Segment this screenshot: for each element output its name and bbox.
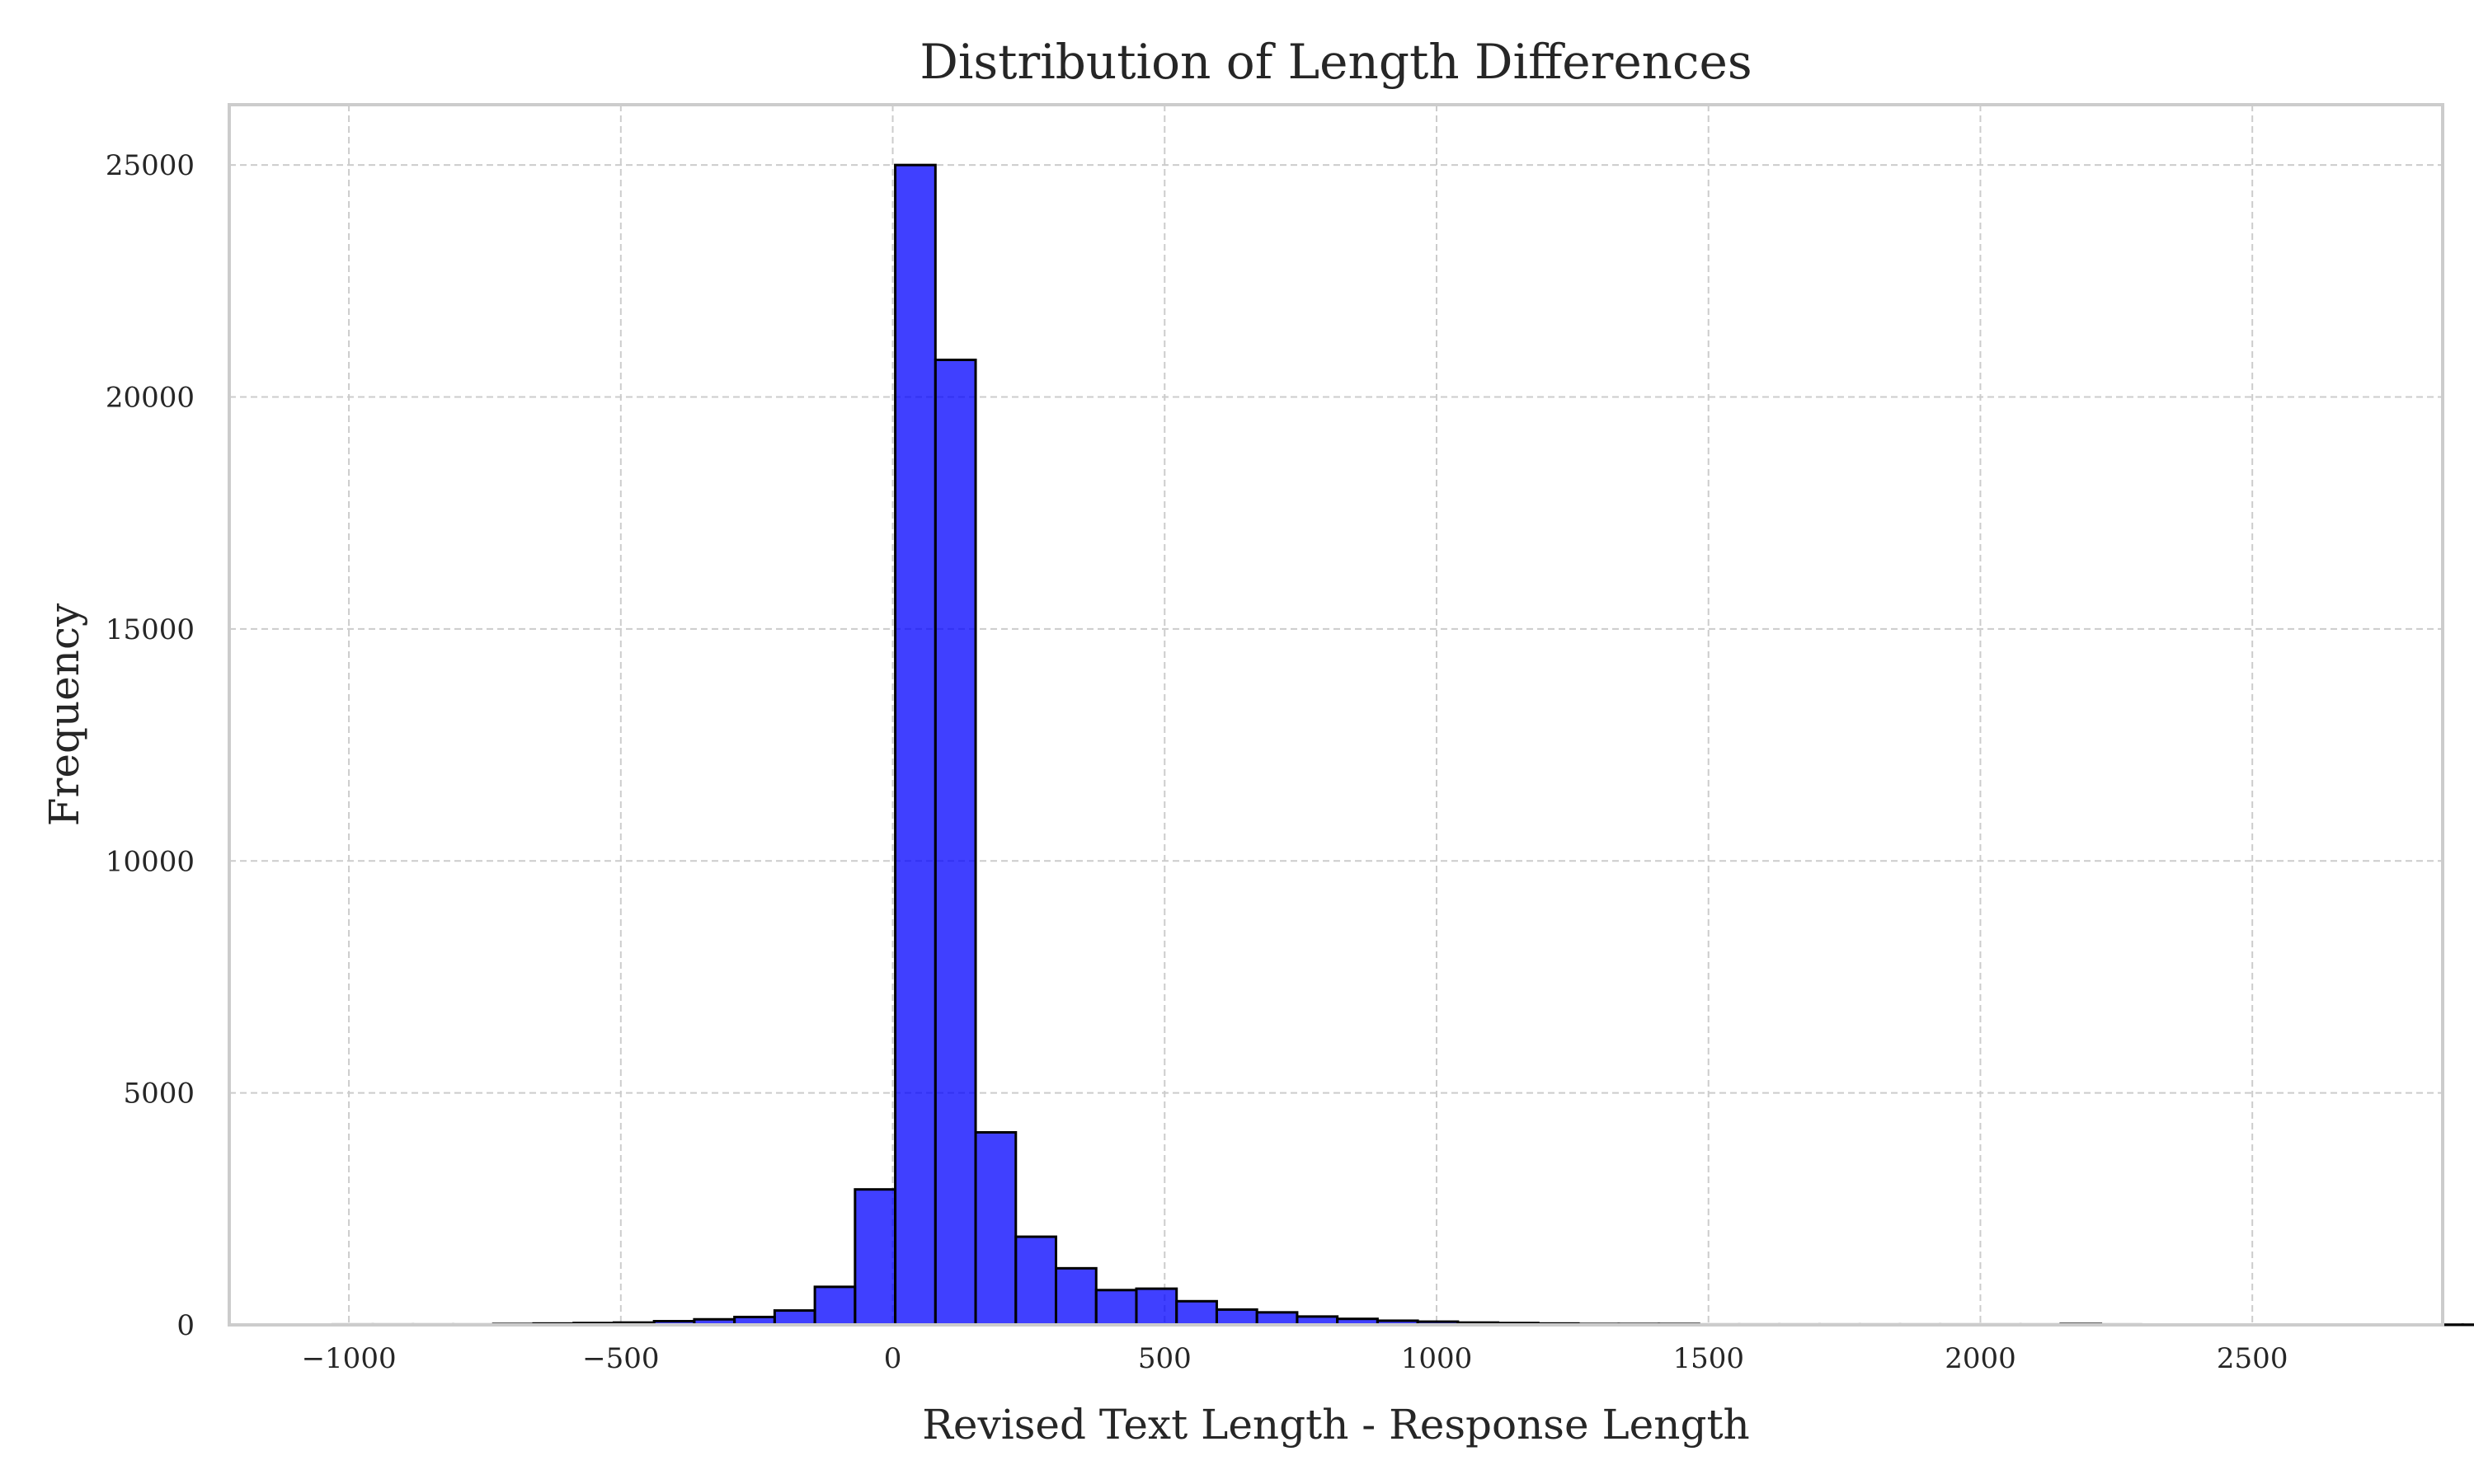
x-axis-ticks: −1000 −500 0 500 1000 1500 2000 2500 (302, 1342, 2288, 1375)
x-tick-label: −1000 (302, 1342, 397, 1375)
y-tick-label: 15000 (106, 613, 195, 646)
histogram-bar (773, 1309, 816, 1327)
histogram-bar (894, 163, 937, 1327)
y-tick-label: 0 (176, 1309, 195, 1342)
chart-title: Distribution of Length Differences (920, 34, 1752, 90)
grid-layer (229, 105, 2443, 1326)
x-tick-label: 500 (1138, 1342, 1192, 1375)
x-tick-label: −500 (582, 1342, 659, 1375)
histogram-bar (1094, 1289, 1138, 1327)
histogram-bar (1055, 1266, 1098, 1327)
x-tick-label: 1000 (1401, 1342, 1473, 1375)
histogram-bar (974, 1130, 1018, 1327)
histogram-bar (934, 359, 977, 1327)
x-tick-label: 0 (884, 1342, 902, 1375)
histogram-bar (1014, 1235, 1058, 1327)
bar-layer (331, 163, 2474, 1327)
y-tick-label: 25000 (106, 149, 195, 182)
histogram-bar (1215, 1308, 1258, 1327)
x-tick-label: 2000 (1945, 1342, 2016, 1375)
histogram-bar (1175, 1299, 1218, 1327)
x-tick-label: 2500 (2217, 1342, 2288, 1375)
y-axis-ticks: 0 5000 10000 15000 20000 25000 (106, 149, 195, 1342)
histogram-bar (813, 1285, 857, 1327)
histogram-bar (1255, 1311, 1299, 1327)
x-tick-label: 1500 (1672, 1342, 1744, 1375)
histogram-bar (1135, 1287, 1178, 1327)
y-tick-label: 5000 (123, 1078, 195, 1111)
plot-frame (228, 103, 2444, 1327)
y-tick-label: 10000 (106, 845, 195, 878)
x-axis-label: Revised Text Length - Response Length (922, 1401, 1750, 1449)
y-tick-label: 20000 (106, 382, 195, 415)
histogram-bar (854, 1188, 897, 1327)
y-axis-label: Frequency (40, 603, 88, 826)
